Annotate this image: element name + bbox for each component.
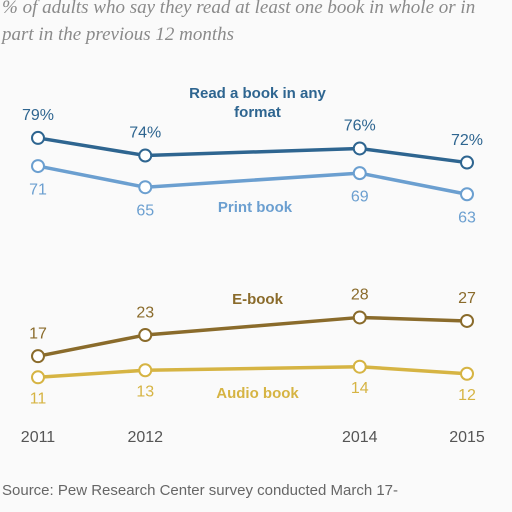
data-label: 27 (458, 290, 476, 307)
data-label: 74% (129, 125, 161, 142)
data-label: 65 (136, 202, 154, 219)
point (460, 155, 474, 170)
data-label: 72% (451, 132, 483, 149)
point (138, 328, 153, 343)
x-tick-label: 2014 (342, 429, 378, 446)
x-tick-label: 2012 (127, 429, 163, 446)
source: Source: Pew Research Center survey condu… (2, 482, 399, 499)
data-label: 28 (351, 287, 369, 304)
point (352, 359, 367, 374)
data-label: 13 (136, 383, 154, 400)
data-label: 17 (29, 325, 47, 342)
point (460, 187, 474, 202)
subtitle: % of adults who say they read at least o… (2, 0, 476, 45)
point (31, 159, 45, 174)
x-tick-label: 2011 (21, 429, 56, 446)
point (31, 349, 45, 364)
series-label: Read a book in any format (189, 85, 326, 121)
series-line (37, 364, 468, 380)
point (138, 363, 153, 378)
data-label: 71 (29, 181, 47, 198)
data-label: 23 (136, 304, 154, 321)
data-label: 63 (458, 209, 476, 226)
point (460, 366, 474, 381)
series-line (37, 164, 468, 196)
series-line (37, 136, 468, 165)
data-label: 14 (351, 380, 369, 397)
data-label: 79% (22, 107, 54, 124)
point (31, 130, 45, 145)
point (352, 166, 367, 181)
data-label: 76% (344, 118, 376, 135)
point (138, 180, 153, 195)
data-label: 12 (458, 387, 476, 404)
series-line (37, 315, 468, 358)
point (352, 310, 367, 325)
series-label: Print book (217, 199, 293, 216)
point (460, 313, 474, 328)
point (138, 148, 153, 163)
x-tick-label: 2015 (449, 429, 485, 446)
point (352, 141, 367, 156)
point (31, 370, 45, 385)
series-label: E-book (232, 291, 283, 308)
series-label: Audio book (216, 385, 299, 402)
data-label: 11 (30, 390, 47, 407)
data-label: 69 (351, 188, 369, 205)
